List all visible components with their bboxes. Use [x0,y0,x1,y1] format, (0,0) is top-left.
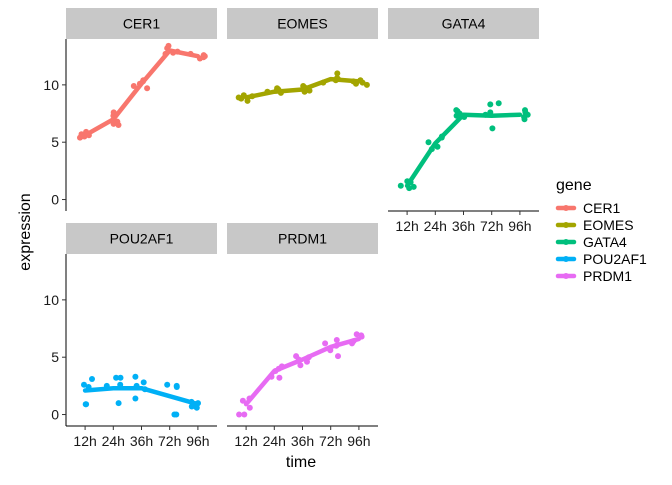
legend-key-point-pou2af1 [563,256,569,262]
y-tick-label: 5 [51,349,59,365]
x-tick-label: 96h [186,433,209,449]
legend-label-pou2af1: POU2AF1 [583,251,647,267]
x-tick-label: 24h [263,433,286,449]
y-tick-label: 5 [51,134,59,150]
data-point-pou2af1 [173,384,180,390]
data-point-pou2af1 [132,395,139,402]
facet-strip-label-eomes: EOMES [277,16,328,32]
x-tick-label: 24h [424,218,447,234]
data-point-prdm1 [246,404,253,411]
data-point-prdm1 [297,362,304,369]
legend-key-point-prdm1 [563,273,569,279]
x-tick-label: 36h [130,433,153,449]
data-point-pou2af1 [140,379,147,386]
facet-strip-label-prdm1: PRDM1 [278,231,327,247]
x-tick-label: 24h [102,433,125,449]
x-tick-label: 96h [508,218,531,234]
facet-strip-label-cer1: CER1 [123,16,161,32]
data-point-pou2af1 [171,411,178,418]
data-point-pou2af1 [115,400,122,407]
data-point-gata4 [495,100,502,107]
data-point-gata4 [425,139,432,146]
x-tick-label: 12h [73,433,96,449]
data-point-pou2af1 [113,374,120,381]
trend-line-gata4 [404,112,523,189]
x-tick-label: 96h [347,433,370,449]
facet-strip-prdm1 [227,223,378,254]
facet-strip-cer1 [66,8,217,39]
legend-label-gata4: GATA4 [583,234,627,250]
data-point-gata4 [487,101,494,108]
y-tick-label: 0 [51,192,59,208]
data-point-cer1 [165,42,172,49]
data-point-gata4 [522,109,529,116]
data-point-prdm1 [335,353,341,360]
y-tick-label: 0 [51,407,59,423]
x-tick-label: 12h [395,218,418,234]
data-point-prdm1 [322,340,329,347]
legend-key-point-eomes [563,222,569,228]
data-point-pou2af1 [132,373,139,380]
x-axis-title: time [286,454,316,471]
y-tick-label: 10 [43,292,59,308]
facet-strip-pou2af1 [66,223,217,254]
trend-line-cer1 [82,48,201,138]
facet-strip-gata4 [388,8,539,39]
trend-line-pou2af1 [82,385,201,407]
legend-key-point-cer1 [563,205,569,211]
x-tick-label: 72h [158,433,181,449]
x-tick-label: 72h [480,218,503,234]
data-point-pou2af1 [82,401,89,408]
data-point-gata4 [410,183,417,190]
data-point-gata4 [521,116,528,123]
x-tick-label: 36h [291,433,314,449]
data-point-prdm1 [239,397,246,404]
data-point-pou2af1 [164,381,171,388]
data-point-gata4 [397,182,404,189]
x-tick-label: 12h [234,433,257,449]
data-point-eomes [238,95,245,102]
y-tick-label: 10 [43,77,59,93]
legend-label-cer1: CER1 [583,200,621,216]
trend-line-prdm1 [243,336,362,407]
data-point-eomes [334,70,341,77]
facet-strip-eomes [227,8,378,39]
trend-line-eomes [243,76,362,100]
legend-title: gene [556,177,592,194]
x-tick-label: 72h [319,433,342,449]
data-point-cer1 [130,83,137,89]
y-axis-title: expression [17,193,34,270]
data-point-prdm1 [276,374,283,381]
data-point-prdm1 [241,411,248,418]
data-point-prdm1 [236,411,243,418]
data-point-pou2af1 [81,381,87,388]
data-point-gata4 [489,125,496,132]
data-point-prdm1 [333,337,340,343]
legend-key-point-gata4 [563,239,569,245]
x-tick-label: 36h [452,218,475,234]
data-point-pou2af1 [89,376,95,382]
facet-strip-label-gata4: GATA4 [442,16,486,32]
legend-label-eomes: EOMES [583,217,634,233]
data-point-cer1 [201,53,208,60]
data-point-pou2af1 [117,374,124,381]
legend-label-prdm1: PRDM1 [583,268,632,284]
data-point-prdm1 [353,331,360,338]
data-point-cer1 [144,85,151,92]
facet-strip-label-pou2af1: POU2AF1 [110,231,174,247]
